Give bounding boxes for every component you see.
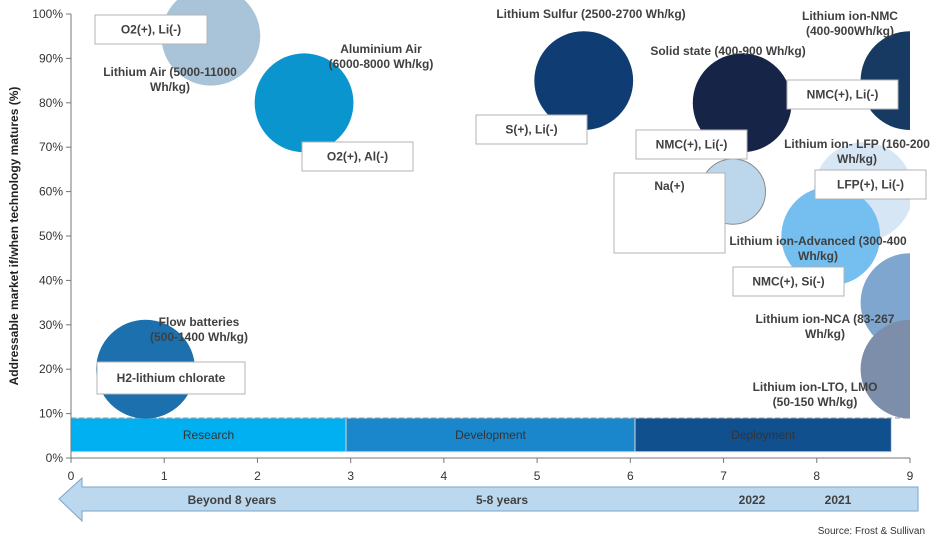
- phase-label: Development: [455, 428, 526, 442]
- bubble-label: Aluminium Air (6000-8000 Wh/kg): [329, 42, 434, 71]
- y-tick-label: 90%: [39, 51, 63, 65]
- bubble: [860, 319, 910, 419]
- chemistry-label: O2(+), Al(-): [327, 150, 388, 164]
- timeline-label: 2022: [739, 493, 766, 507]
- y-tick-label: 0%: [46, 451, 64, 465]
- bubble-label: Lithium ion-Advanced (300-400 Wh/kg): [729, 234, 907, 263]
- y-tick-label: 20%: [39, 362, 63, 376]
- x-tick-label: 9: [907, 469, 914, 483]
- x-tick-label: 1: [161, 469, 168, 483]
- timeline-arrow-shape: [58, 476, 919, 523]
- timeline-label: Beyond 8 years: [188, 493, 277, 507]
- y-tick-label: 50%: [39, 229, 63, 243]
- phase-band-research: [70, 417, 347, 453]
- x-axis: 0 1 2 3 4 5 6 7 8 9: [68, 14, 914, 483]
- chemistry-box: [635, 129, 748, 160]
- phase-label: Deployment: [731, 428, 796, 442]
- timeline-label: 2021: [825, 493, 852, 507]
- x-tick-label: 5: [534, 469, 541, 483]
- bubble-label: Lithium ion- LFP (160-200 Wh/kg): [784, 137, 930, 166]
- chemistry-callouts: O2(+), Li(-) O2(+), Al(-) S(+), Li(-) NMC(+…: [94, 14, 927, 395]
- bubble-label: Lithium Air (5000-11000 Wh/kg): [103, 65, 237, 94]
- bubble-label: Lithium ion-NCA (83-267 Wh/kg): [756, 312, 895, 341]
- chemistry-box: [475, 114, 588, 145]
- chemistry-box: [814, 169, 927, 200]
- bubble: [534, 31, 634, 131]
- chemistry-box: [786, 79, 899, 110]
- y-tick-label: 60%: [39, 185, 63, 199]
- bubble-label: Lithium Sulfur (2500-2700 Wh/kg): [496, 7, 685, 21]
- bubble-label: Flow batteries (500-1400 Wh/kg): [150, 315, 248, 344]
- bubble-label: Solid state (400-900 Wh/kg): [650, 44, 805, 58]
- chemistry-label: H2-lithium chlorate: [117, 371, 226, 385]
- chemistry-label: NMC(+), Li(-): [656, 138, 728, 152]
- x-tick-label: 6: [627, 469, 634, 483]
- bubble: [692, 53, 792, 153]
- phase-band-development: [345, 417, 636, 453]
- chemistry-label: NMC(+), Si(-): [752, 275, 824, 289]
- x-tick-label: 2: [254, 469, 261, 483]
- x-tick-label: 8: [813, 469, 820, 483]
- chemistry-box: [732, 266, 845, 297]
- x-tick-label: 4: [441, 469, 448, 483]
- source-note: Source: Frost & Sullivan: [818, 526, 925, 537]
- timeline-label: 5-8 years: [476, 493, 528, 507]
- y-axis: 0% 10% 20% 30% 40% 50% 60% 70% 80% 90% 100%: [32, 7, 71, 465]
- chemistry-label: S(+), Li(-): [505, 123, 557, 137]
- y-axis-label: Addressable market if/when technology ma…: [7, 87, 21, 386]
- phase-bar: Research Development Deployment: [70, 417, 910, 453]
- chemistry-box: [96, 361, 246, 395]
- timeline-arrow: Beyond 8 years 5-8 years 2022 2021: [58, 476, 919, 523]
- x-tick-label: 7: [720, 469, 727, 483]
- bubble-series: [96, 0, 910, 419]
- y-tick-label: 100%: [32, 7, 63, 21]
- chemistry-label: O2(+), Li(-): [121, 23, 181, 37]
- y-tick-label: 40%: [39, 273, 63, 287]
- bubble-label: Lithium ion-LTO, LMO (50-150 Wh/kg): [753, 380, 878, 409]
- phase-label: Research: [183, 428, 234, 442]
- bubble: [254, 53, 354, 153]
- chemistry-label: Na(+): [654, 179, 684, 193]
- bubble: [781, 186, 881, 286]
- x-tick-label: 0: [68, 469, 75, 483]
- chemistry-label: LFP(+), Li(-): [837, 178, 904, 192]
- y-tick-label: 70%: [39, 140, 63, 154]
- bubble-label: Lithium ion-NMC (400-900Wh/kg): [802, 9, 898, 38]
- phase-band-deployment: [634, 417, 892, 453]
- y-tick-label: 80%: [39, 96, 63, 110]
- y-tick-label: 10%: [39, 407, 63, 421]
- chemistry-box: [301, 141, 414, 172]
- chemistry-label: NMC(+), Li(-): [807, 88, 879, 102]
- chemistry-box: [613, 172, 726, 254]
- chemistry-box: [94, 14, 208, 45]
- y-tick-label: 30%: [39, 318, 63, 332]
- x-tick-label: 3: [347, 469, 354, 483]
